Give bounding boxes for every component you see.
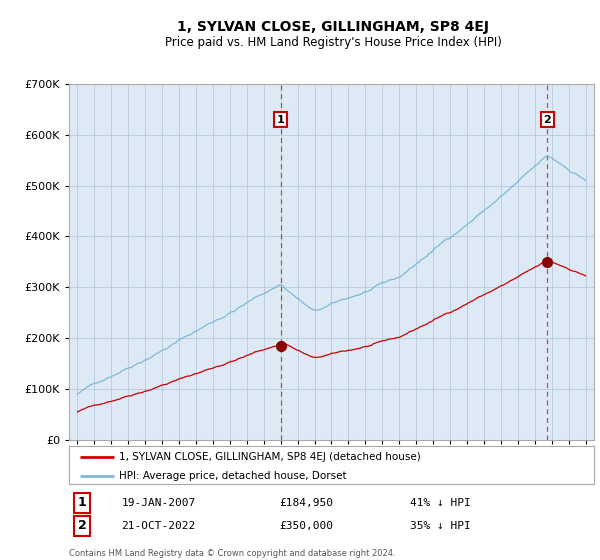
Text: £350,000: £350,000: [279, 521, 333, 531]
Text: Price paid vs. HM Land Registry's House Price Index (HPI): Price paid vs. HM Land Registry's House …: [164, 36, 502, 49]
Text: 1, SYLVAN CLOSE, GILLINGHAM, SP8 4EJ (detached house): 1, SYLVAN CLOSE, GILLINGHAM, SP8 4EJ (de…: [119, 452, 421, 462]
Text: 19-JAN-2007: 19-JAN-2007: [121, 498, 196, 507]
Text: 1, SYLVAN CLOSE, GILLINGHAM, SP8 4EJ: 1, SYLVAN CLOSE, GILLINGHAM, SP8 4EJ: [177, 20, 489, 34]
Text: HPI: Average price, detached house, Dorset: HPI: Average price, detached house, Dors…: [119, 471, 347, 481]
Text: 35% ↓ HPI: 35% ↓ HPI: [410, 521, 471, 531]
Text: Contains HM Land Registry data © Crown copyright and database right 2024.: Contains HM Land Registry data © Crown c…: [69, 549, 395, 558]
Text: 2: 2: [544, 115, 551, 124]
Text: 21-OCT-2022: 21-OCT-2022: [121, 521, 196, 531]
Text: £184,950: £184,950: [279, 498, 333, 507]
Text: 1: 1: [78, 496, 86, 509]
Text: 1: 1: [277, 115, 284, 124]
Text: 2: 2: [78, 519, 86, 532]
Text: 41% ↓ HPI: 41% ↓ HPI: [410, 498, 471, 507]
